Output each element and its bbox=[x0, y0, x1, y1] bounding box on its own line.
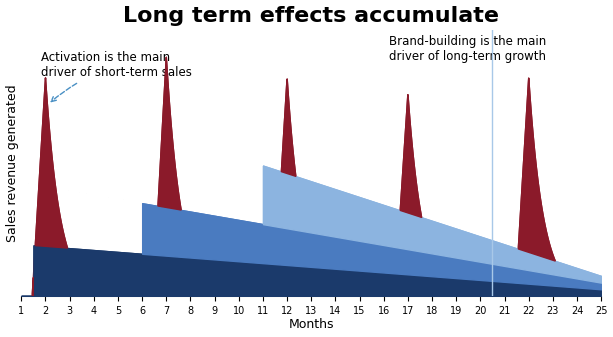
X-axis label: Months: Months bbox=[289, 318, 334, 332]
Text: Activation is the main
driver of short-term sales: Activation is the main driver of short-t… bbox=[40, 51, 191, 101]
Y-axis label: Sales revenue generated: Sales revenue generated bbox=[6, 84, 18, 242]
Title: Long term effects accumulate: Long term effects accumulate bbox=[123, 5, 499, 26]
Text: Brand-building is the main
driver of long-term growth: Brand-building is the main driver of lon… bbox=[389, 35, 546, 63]
